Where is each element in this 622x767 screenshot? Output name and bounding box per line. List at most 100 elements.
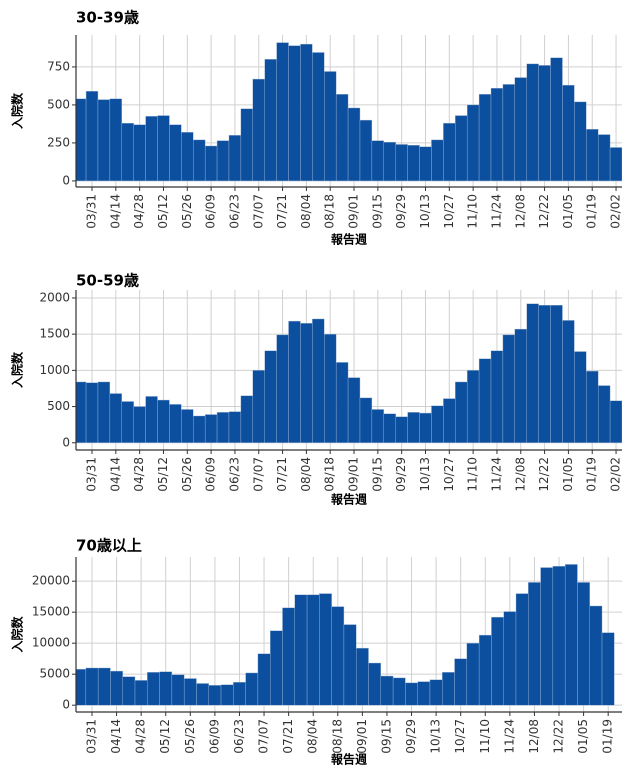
x-tick-label: 11/24 <box>489 194 503 229</box>
bar <box>550 57 563 182</box>
x-tick-label: 09/15 <box>370 457 384 492</box>
bar <box>552 566 566 706</box>
x-tick-label: 03/31 <box>85 457 99 492</box>
bar <box>490 350 504 443</box>
bar <box>245 672 259 706</box>
chart-title: 50-59歳 <box>76 272 139 290</box>
x-tick-label: 12/22 <box>552 719 566 754</box>
bar <box>601 632 615 706</box>
x-tick-label: 11/10 <box>478 719 492 754</box>
bar <box>395 144 408 182</box>
bar <box>442 672 455 706</box>
bar <box>407 144 420 182</box>
x-tick-label: 05/26 <box>180 457 194 492</box>
x-tick-label: 07/07 <box>251 457 265 492</box>
bar <box>300 43 313 182</box>
bar <box>407 412 420 443</box>
x-tick-label: 04/28 <box>132 457 146 492</box>
bar <box>356 647 369 706</box>
bar <box>288 320 301 443</box>
bar <box>371 409 385 443</box>
x-tick-label: 06/09 <box>207 719 221 754</box>
x-tick-label: 11/24 <box>502 719 516 754</box>
bar <box>577 582 590 706</box>
x-tick-label: 06/09 <box>204 194 218 229</box>
bar <box>562 320 575 443</box>
bar <box>193 415 206 443</box>
x-tick-label: 01/19 <box>585 457 599 492</box>
bar <box>514 77 527 182</box>
bar <box>240 108 253 182</box>
x-axis-label: 報告週 <box>331 752 367 767</box>
bar <box>121 401 134 443</box>
plot <box>76 290 622 450</box>
chart-title: 70歳以上 <box>76 537 142 555</box>
bar <box>550 305 563 443</box>
x-tick-label: 11/24 <box>489 457 503 492</box>
bar <box>359 397 373 443</box>
bar <box>597 134 611 182</box>
x-tick-label: 03/31 <box>84 719 98 754</box>
x-tick-label: 08/04 <box>306 719 320 754</box>
bar <box>586 370 599 443</box>
x-axis-label: 報告週 <box>331 492 367 507</box>
x-tick-label: 01/05 <box>576 719 590 754</box>
bar <box>538 305 551 443</box>
bar <box>276 42 289 182</box>
bar <box>85 382 99 443</box>
bar <box>134 680 148 706</box>
bar <box>109 393 122 443</box>
x-tick-label: 09/15 <box>370 194 384 229</box>
bar <box>540 567 554 706</box>
bar <box>228 135 242 182</box>
y-tick-label: 500 <box>47 399 70 413</box>
bar <box>220 684 234 706</box>
x-tick-label: 08/04 <box>299 457 313 492</box>
x-tick-label: 12/08 <box>527 719 541 754</box>
bar <box>157 115 170 182</box>
bar <box>193 139 206 182</box>
x-tick-label: 10/27 <box>453 719 467 754</box>
y-tick-label: 0 <box>62 173 70 187</box>
bar <box>454 658 468 706</box>
x-tick-label: 05/12 <box>156 457 170 492</box>
bar <box>157 399 170 443</box>
bar <box>597 385 611 443</box>
bar <box>233 682 246 706</box>
bar <box>609 147 622 182</box>
bar <box>145 116 158 182</box>
bar <box>269 630 283 706</box>
y-tick-label: 5000 <box>39 667 70 681</box>
bar <box>503 611 517 706</box>
x-tick-label: 12/08 <box>513 457 527 492</box>
bar <box>252 78 265 182</box>
bar <box>133 406 146 443</box>
bar <box>335 362 349 443</box>
x-tick-label: 12/22 <box>537 194 551 229</box>
bar <box>417 681 431 706</box>
x-tick-label: 04/14 <box>109 719 123 754</box>
bar <box>276 334 289 443</box>
bar <box>85 667 99 706</box>
bar <box>526 63 539 182</box>
bar <box>443 122 456 182</box>
bar <box>429 679 443 706</box>
bar <box>466 370 480 443</box>
bar <box>147 672 160 706</box>
bar <box>347 107 361 182</box>
y-tick-label: 1000 <box>39 363 70 377</box>
bar <box>145 396 158 443</box>
x-tick-label: 06/23 <box>232 719 246 754</box>
bar <box>240 395 253 443</box>
y-tick-label: 20000 <box>32 574 70 588</box>
bar <box>395 416 408 443</box>
x-tick-label: 10/27 <box>442 194 456 229</box>
bar <box>122 676 136 706</box>
plot <box>76 35 622 187</box>
bar <box>181 409 194 443</box>
bar <box>324 333 337 443</box>
x-tick-label: 01/05 <box>561 194 575 229</box>
x-tick-label: 09/01 <box>347 457 361 492</box>
bar <box>181 132 194 182</box>
